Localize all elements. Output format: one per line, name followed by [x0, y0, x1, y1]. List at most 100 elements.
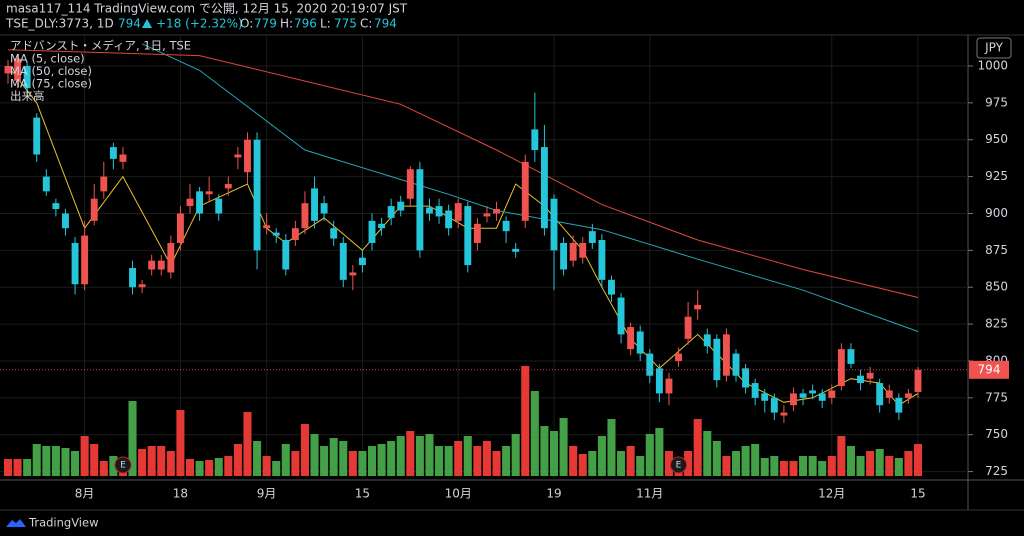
y-tick-label: 850	[985, 280, 1008, 294]
candle-body	[244, 139, 251, 173]
volume-bar	[262, 456, 271, 476]
candle-body	[703, 334, 711, 347]
volume-bar	[387, 441, 396, 476]
last-price-tag	[969, 360, 1009, 379]
volume-bar	[90, 444, 99, 476]
candle-body	[445, 210, 453, 229]
candle-body	[627, 327, 635, 350]
y-tick-label: 925	[985, 169, 1008, 183]
candle-body	[857, 375, 864, 384]
volume-bar	[13, 459, 22, 476]
volume-bar	[329, 438, 338, 476]
volume-bar	[406, 431, 415, 476]
candle-body	[109, 147, 117, 159]
chart-title: アドバンスト・メディア, 1日, TSE	[10, 39, 191, 53]
candle-body	[732, 353, 740, 376]
volume-bar	[23, 459, 32, 476]
price-change: +18 (+2.32%)	[156, 17, 243, 31]
last-price-label: 794	[978, 362, 1001, 376]
ma-line	[7, 49, 919, 298]
volume-bar	[684, 451, 693, 476]
volume-bar	[348, 451, 357, 476]
candle-body	[454, 203, 462, 221]
candle-body	[751, 383, 759, 398]
legend-entry: MA (75, close)	[10, 77, 92, 91]
published-line: masa117_114 TradingView.com で公開, 12月 15,…	[6, 2, 408, 16]
candle-body	[196, 191, 204, 214]
volume-bar	[655, 428, 664, 476]
legend-entry: MA (5, close)	[10, 52, 85, 66]
volume-bar	[138, 449, 147, 476]
candle-body	[818, 393, 826, 401]
volume-bar	[799, 456, 808, 476]
symbol: TSE_DLY:3773, 1D	[5, 17, 114, 31]
y-tick-label: 825	[985, 317, 1008, 331]
x-tick-label: 8月	[75, 487, 95, 501]
ohlc-group: O: 779 H: 796 L: 775 C: 794	[240, 17, 397, 31]
volume-bar	[502, 446, 511, 476]
candle-body	[224, 183, 232, 189]
candle-body	[790, 393, 797, 406]
candle-body	[493, 209, 500, 214]
up-arrow	[142, 19, 152, 28]
candle-body	[339, 242, 347, 280]
volume-bar	[904, 451, 913, 476]
volume-bar	[779, 461, 788, 476]
candle-body	[521, 161, 529, 221]
candle-body	[138, 284, 146, 288]
candle-body	[33, 117, 41, 155]
candle-body	[866, 372, 874, 379]
candle-body	[263, 225, 271, 229]
candle-body	[569, 242, 577, 261]
volume-bar	[913, 444, 923, 476]
volume-bar	[320, 446, 329, 476]
candle-body	[176, 213, 184, 243]
y-tick-label: 725	[985, 464, 1008, 478]
candle-body	[62, 213, 69, 229]
event-label: E	[676, 461, 682, 471]
volume-bar	[540, 426, 549, 476]
volume-bar	[253, 441, 262, 476]
candle-body	[665, 378, 673, 394]
candle-body	[684, 316, 692, 339]
candle-body	[282, 240, 290, 270]
candle-body	[588, 231, 596, 243]
candle-body	[464, 206, 472, 266]
volume-bar	[377, 444, 386, 476]
volume-bar	[894, 458, 903, 476]
ohlc-label: O:	[240, 17, 253, 31]
volume-bar	[444, 446, 453, 476]
volume-bar	[281, 444, 290, 476]
volume-bar	[339, 441, 348, 476]
x-tick-label: 15	[910, 487, 925, 501]
volume-bar	[99, 461, 108, 476]
currency-box[interactable]	[976, 37, 1012, 59]
volume-bar	[205, 460, 214, 476]
legend-entry: MA (50, close)	[10, 64, 92, 78]
volume-bar	[310, 434, 319, 476]
volume-bar	[358, 451, 367, 476]
candle-body	[426, 207, 433, 214]
candle-body	[914, 369, 922, 392]
volume-bar	[885, 456, 894, 476]
volume-bar	[521, 366, 530, 476]
volume-bar	[425, 434, 434, 476]
candle-body	[828, 390, 836, 398]
candle-body	[157, 260, 165, 270]
event-marker	[670, 456, 688, 474]
candle-body	[4, 65, 12, 74]
candle-body	[598, 240, 606, 280]
candle-body	[608, 279, 615, 295]
candle-body	[579, 242, 587, 258]
candle-body	[167, 242, 175, 273]
candle-body	[215, 198, 223, 214]
candle-body	[416, 169, 424, 251]
volume-bar	[147, 446, 156, 476]
x-tick-label: 10月	[445, 487, 472, 501]
volume-bar	[751, 444, 760, 476]
candle-body	[42, 176, 50, 192]
volume-bar	[454, 441, 463, 476]
candle-body	[655, 368, 663, 394]
